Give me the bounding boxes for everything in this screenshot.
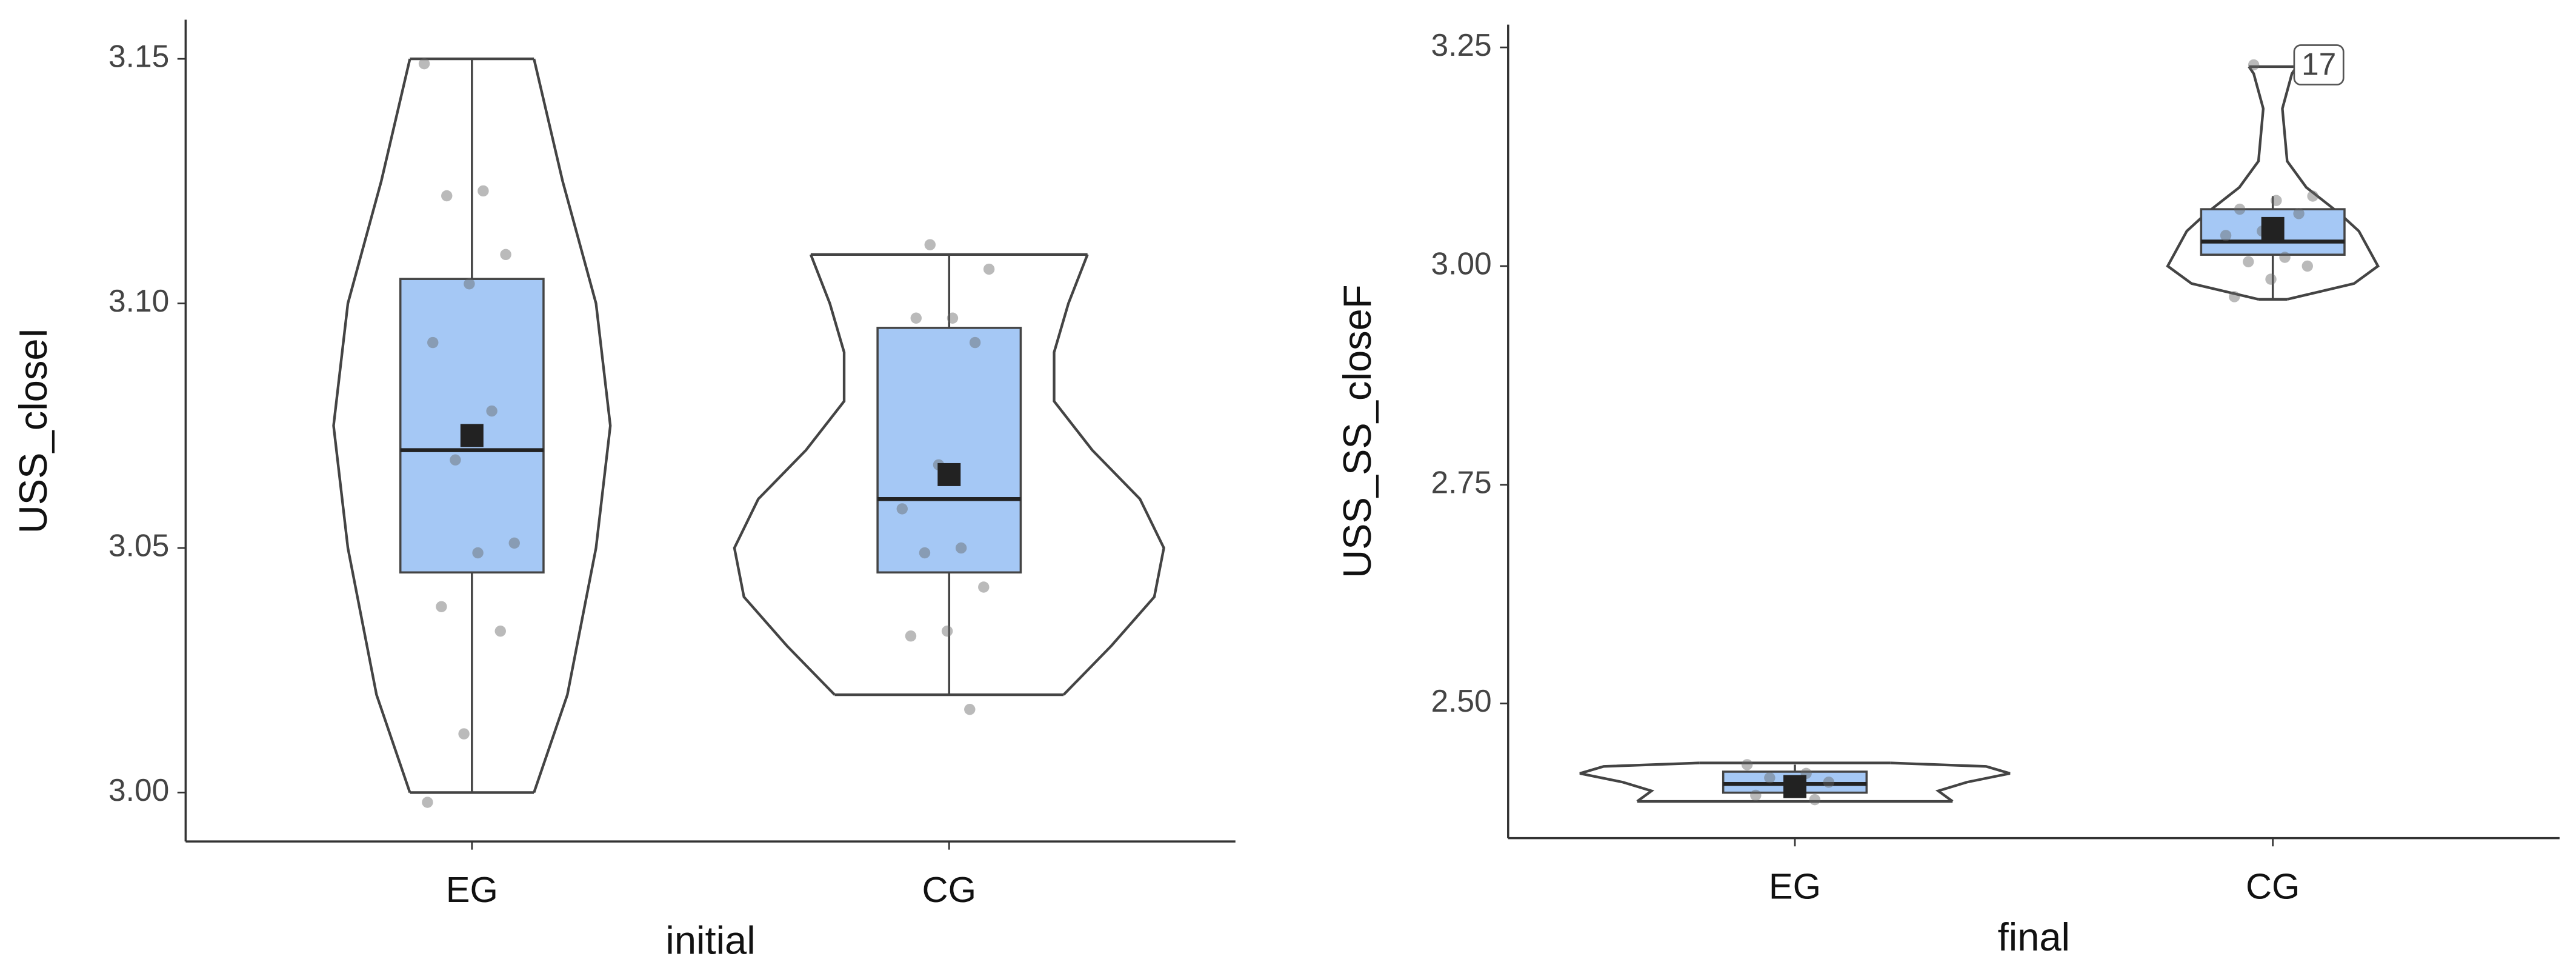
data-point: [486, 405, 498, 417]
x-tick-label: EG: [1769, 866, 1821, 906]
mean: [1783, 775, 1806, 798]
mean: [460, 424, 484, 447]
data-point: [2279, 252, 2291, 263]
y-tick-label: 3.00: [108, 772, 169, 807]
data-point: [508, 537, 520, 549]
violin-outline: [733, 254, 846, 696]
data-point: [2301, 260, 2313, 272]
data-point: [2234, 203, 2246, 215]
mean: [2261, 216, 2285, 240]
x-axis-title: initial: [665, 918, 755, 962]
violin-outline: [1579, 761, 1700, 803]
data-point: [978, 581, 990, 593]
violin-outline: [1053, 254, 1165, 696]
y-tick-label: 3.05: [108, 528, 169, 563]
annotation-box: [2293, 44, 2345, 85]
data-point: [1809, 794, 1821, 806]
data-point: [924, 239, 936, 250]
y-axis-title: USS_closeI: [11, 327, 55, 533]
data-point: [1750, 789, 1762, 801]
box: [876, 327, 1022, 574]
y-tick-label: 3.25: [1431, 27, 1491, 62]
violin-outline: [533, 58, 612, 794]
data-point: [472, 547, 484, 559]
data-point: [910, 312, 922, 324]
data-point: [464, 278, 475, 290]
data-point: [418, 58, 430, 70]
data-point: [2265, 273, 2277, 285]
x-tick-label: CG: [2246, 866, 2300, 906]
y-tick-label: 2.50: [1431, 683, 1491, 718]
violin-outline: [1890, 761, 2011, 803]
data-point: [955, 542, 967, 554]
data-point: [2248, 59, 2260, 71]
data-point: [964, 704, 976, 715]
data-point: [450, 454, 461, 466]
data-point: [422, 797, 433, 808]
data-point: [983, 263, 995, 275]
violin-outline: [332, 58, 411, 794]
data-point: [478, 185, 489, 197]
data-point: [427, 336, 439, 349]
data-point: [2293, 208, 2305, 219]
y-tick-label: 3.00: [1431, 246, 1491, 281]
data-point: [2243, 256, 2254, 267]
data-point: [969, 336, 981, 349]
data-point: [436, 601, 447, 612]
data-point: [941, 625, 953, 637]
data-point: [458, 728, 470, 740]
violin-outline: [2281, 65, 2380, 301]
annotation: 17: [2301, 46, 2336, 81]
data-point: [919, 547, 931, 559]
data-point: [2271, 195, 2282, 206]
data-point: [494, 625, 506, 637]
data-point: [500, 249, 511, 261]
data-point: [2220, 230, 2232, 241]
mean: [937, 463, 961, 486]
data-point: [441, 190, 453, 202]
y-tick-label: 2.75: [1431, 464, 1491, 500]
y-tick-label: 3.10: [108, 283, 169, 318]
data-point: [1741, 759, 1753, 770]
data-point: [2229, 291, 2240, 302]
data-point: [896, 503, 908, 515]
data-point: [905, 630, 917, 642]
data-point: [2307, 190, 2318, 202]
data-point: [1764, 772, 1776, 784]
y-tick-label: 3.15: [108, 39, 169, 74]
data-point: [1823, 777, 1835, 788]
data-point: [947, 312, 959, 324]
x-tick-label: EG: [446, 869, 498, 910]
x-axis-title: final: [1998, 915, 2070, 959]
y-axis-title: USS_SS_closeF: [1335, 284, 1379, 578]
x-tick-label: CG: [922, 869, 976, 910]
